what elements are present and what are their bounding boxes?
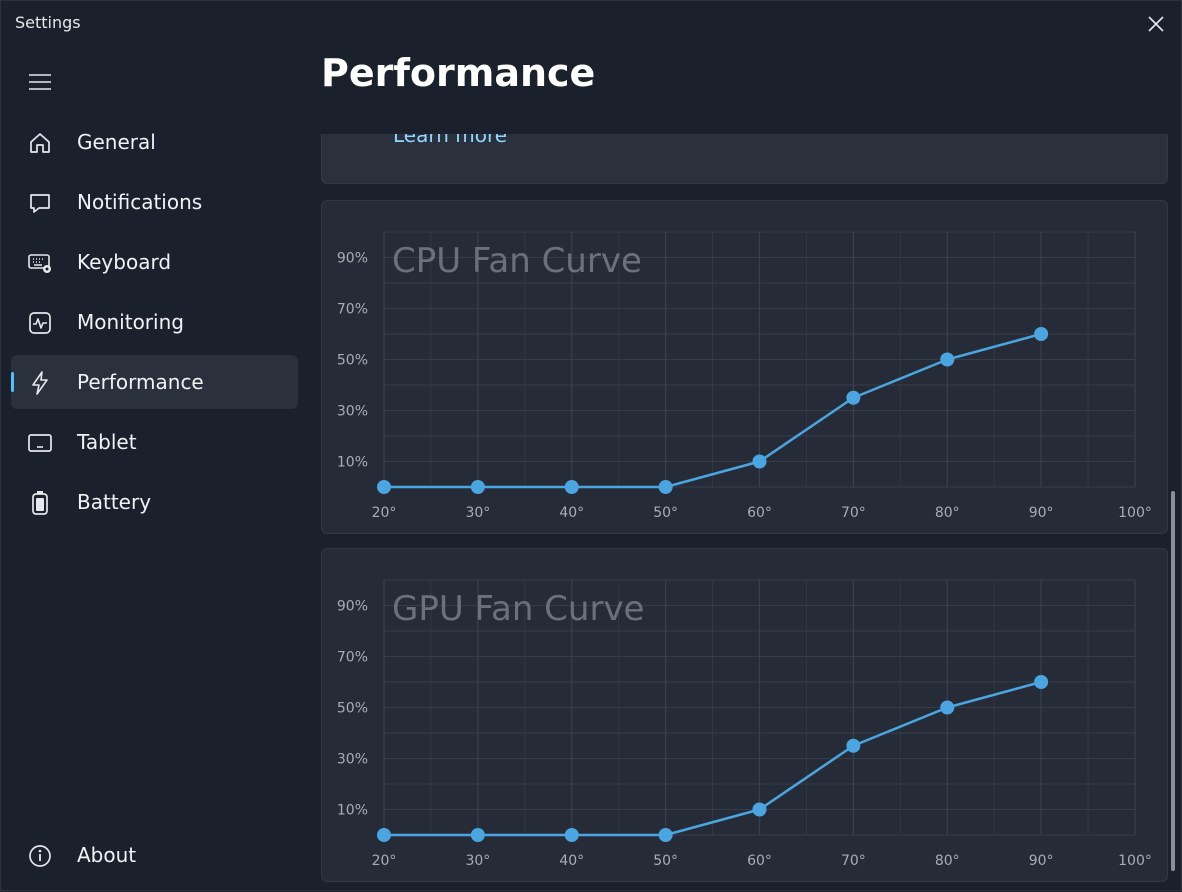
- gpu-fan-curve-card: GPU Fan Curve 10% 30% 50% 70% 90% 20° 30° 40° 50°…: [321, 548, 1168, 882]
- chart-title: GPU Fan Curve: [392, 589, 644, 629]
- close-icon: [1148, 16, 1164, 32]
- sidebar-item-keyboard[interactable]: Keyboard: [11, 235, 298, 289]
- x-tick-label: 70°: [841, 853, 866, 869]
- y-tick-label: 50%: [337, 353, 368, 369]
- sidebar-item-label: About: [77, 843, 137, 867]
- fan-curve-point[interactable]: [752, 454, 767, 469]
- sidebar-item-performance[interactable]: Performance: [11, 355, 298, 409]
- fan-curve-point[interactable]: [470, 828, 485, 842]
- keyboard-settings-icon: [27, 250, 53, 276]
- home-icon: [27, 130, 53, 156]
- sidebar-item-label: Monitoring: [77, 310, 184, 334]
- x-tick-label: 90°: [1029, 853, 1054, 869]
- learn-more-link[interactable]: Learn more: [393, 134, 508, 147]
- menu-toggle-button[interactable]: [23, 67, 57, 97]
- fan-curve-line: [384, 680, 1042, 837]
- lightning-icon: [27, 370, 53, 396]
- y-tick-label: 90%: [337, 599, 368, 615]
- page-title: Performance: [321, 51, 596, 95]
- gpu-fan-curve-chart[interactable]: GPU Fan Curve 10% 30% 50% 70% 90% 20° 30° 40° 50°…: [322, 549, 1167, 881]
- sidebar-item-notifications[interactable]: Notifications: [11, 175, 298, 229]
- sidebar-item-tablet[interactable]: Tablet: [11, 415, 298, 469]
- fan-curve-point[interactable]: [940, 352, 955, 367]
- y-tick-label: 30%: [337, 752, 368, 768]
- fan-curve-point[interactable]: [470, 480, 485, 494]
- hamburger-icon: [29, 74, 51, 90]
- content-scroll-area: Learn more CPU Fan Curve 10% 30% 50% 70% 90% 2…: [321, 134, 1168, 892]
- x-tick-label: 30°: [465, 853, 490, 869]
- sidebar-item-label: Battery: [77, 490, 152, 514]
- info-icon: [27, 843, 53, 869]
- fan-curve-point[interactable]: [752, 802, 767, 817]
- fan-curve-point[interactable]: [658, 828, 673, 842]
- sidebar-item-label: Keyboard: [77, 250, 172, 274]
- tablet-icon: [27, 430, 53, 456]
- cpu-fan-curve-card: CPU Fan Curve 10% 30% 50% 70% 90% 20° 30° 40° 50°…: [321, 200, 1168, 534]
- y-tick-label: 30%: [337, 404, 368, 420]
- fan-curve-point[interactable]: [1034, 327, 1049, 341]
- sidebar-item-general[interactable]: General: [11, 115, 298, 169]
- x-tick-label: 60°: [747, 505, 772, 521]
- chart-title: CPU Fan Curve: [392, 241, 642, 281]
- y-tick-label: 70%: [337, 650, 368, 666]
- y-tick-label: 10%: [337, 803, 368, 819]
- fan-curve-point[interactable]: [846, 390, 861, 405]
- y-tick-label: 70%: [337, 302, 368, 318]
- x-tick-label: 70°: [841, 505, 866, 521]
- x-tick-label: 60°: [747, 853, 772, 869]
- x-tick-label: 40°: [559, 505, 584, 521]
- pulse-icon: [27, 310, 53, 336]
- sidebar-item-label: Performance: [77, 370, 204, 394]
- scrollbar-thumb[interactable]: [1171, 491, 1175, 871]
- x-tick-label: 20°: [372, 853, 397, 869]
- y-tick-label: 90%: [337, 251, 368, 267]
- x-tick-label: 40°: [559, 853, 584, 869]
- sidebar-item-about[interactable]: About: [11, 828, 298, 882]
- sidebar-item-battery[interactable]: Battery: [11, 475, 298, 529]
- sidebar-item-label: Notifications: [77, 190, 203, 214]
- sidebar-item-monitoring[interactable]: Monitoring: [11, 295, 298, 349]
- x-tick-label: 50°: [653, 853, 678, 869]
- fan-curve-point[interactable]: [564, 828, 579, 842]
- window-title: Settings: [15, 13, 81, 32]
- settings-card: Learn more: [321, 134, 1168, 184]
- fan-curve-point[interactable]: [377, 828, 391, 842]
- fan-curve-point[interactable]: [940, 700, 955, 715]
- x-tick-label: 100°: [1118, 853, 1152, 869]
- fan-curve-point[interactable]: [564, 480, 579, 494]
- x-tick-label: 20°: [372, 505, 397, 521]
- x-tick-label: 80°: [935, 853, 960, 869]
- x-tick-label: 80°: [935, 505, 960, 521]
- fan-curve-point[interactable]: [1034, 675, 1049, 689]
- battery-icon: [27, 490, 53, 516]
- y-tick-label: 10%: [337, 455, 368, 471]
- fan-curve-line: [384, 332, 1042, 489]
- x-tick-label: 50°: [653, 505, 678, 521]
- cpu-fan-curve-chart[interactable]: CPU Fan Curve 10% 30% 50% 70% 90% 20° 30° 40° 50°…: [322, 201, 1167, 533]
- fan-curve-point[interactable]: [658, 480, 673, 494]
- x-tick-label: 90°: [1029, 505, 1054, 521]
- close-button[interactable]: [1141, 9, 1171, 39]
- sidebar-nav: General Notifications Keyboard: [11, 115, 298, 535]
- y-tick-label: 50%: [337, 701, 368, 717]
- fan-curve-point[interactable]: [377, 480, 391, 494]
- x-tick-label: 30°: [465, 505, 490, 521]
- chat-bubble-icon: [27, 190, 53, 216]
- fan-curve-point[interactable]: [846, 738, 861, 753]
- sidebar-item-label: Tablet: [77, 430, 137, 454]
- x-tick-label: 100°: [1118, 505, 1152, 521]
- sidebar-item-label: General: [77, 130, 156, 154]
